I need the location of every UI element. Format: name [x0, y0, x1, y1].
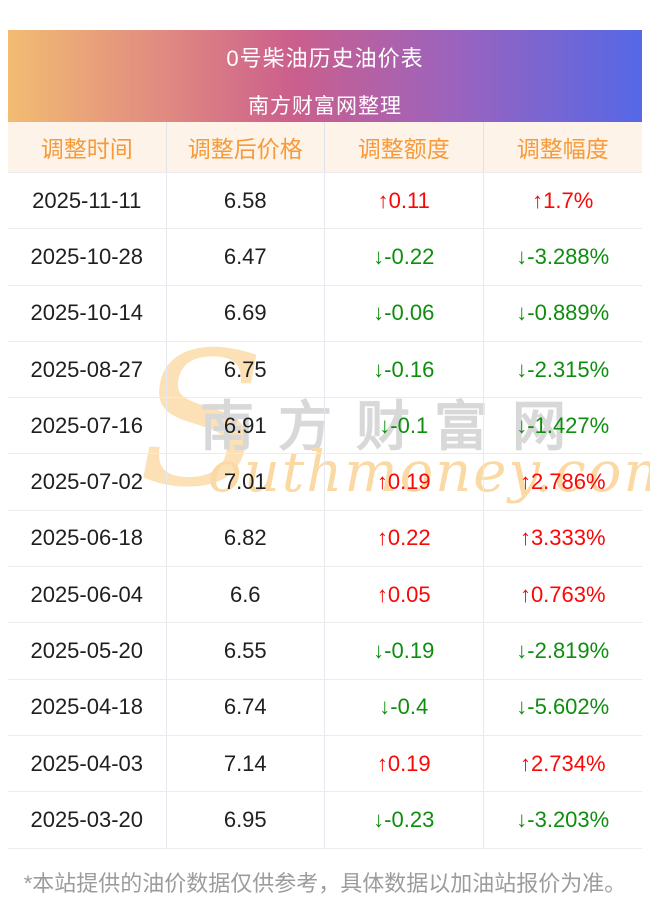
- adjust-amount-cell: ↑0.22: [325, 510, 484, 567]
- table-row: 2025-07-16 6.91 ↓-0.1 ↓-1.427%: [8, 397, 642, 454]
- adjust-date-cell: 2025-03-20: [8, 792, 167, 848]
- adjusted-price-cell: 7.14: [167, 735, 325, 792]
- adjust-percent-cell: ↑2.786%: [519, 469, 606, 495]
- footer-disclaimer: *本站提供的油价数据仅供参考，具体数据以加油站报价为准。: [23, 871, 627, 896]
- adjust-percent-cell: ↓-5.602%: [516, 694, 610, 720]
- adjusted-price-cell: 6.75: [167, 341, 325, 398]
- adjust-amount-cell: ↓-0.23: [325, 792, 484, 848]
- adjusted-price-cell: 6.55: [167, 623, 325, 679]
- adjust-date-cell: 2025-07-02: [8, 454, 167, 510]
- adjust-percent-cell: ↓-3.203%: [516, 806, 610, 832]
- table-row: 2025-05-20 6.55 ↓-0.19 ↓-2.819%: [8, 622, 642, 679]
- adjust-amount-cell: ↓-0.19: [325, 623, 484, 679]
- adjusted-price-cell: 6.91: [167, 398, 325, 454]
- adjust-date-cell: 2025-05-20: [8, 623, 167, 679]
- adjust-percent-cell: ↓-2.819%: [516, 638, 610, 664]
- column-header: 调整幅度: [516, 136, 609, 162]
- adjust-amount-cell: ↓-0.16: [325, 341, 484, 398]
- table-row: 2025-10-14 6.69 ↓-0.06 ↓-0.889%: [8, 284, 642, 341]
- adjust-amount-cell: ↑0.05: [325, 567, 484, 623]
- table-row: 2025-03-20 6.95 ↓-0.23 ↓-3.203%: [8, 791, 642, 848]
- adjusted-price-cell: 6.47: [167, 229, 325, 285]
- adjust-date-cell: 2025-06-18: [8, 510, 167, 567]
- column-header: 调整后价格: [167, 122, 325, 172]
- adjust-percent-cell: ↑2.734%: [519, 750, 606, 776]
- adjusted-price-cell: 6.69: [167, 285, 325, 341]
- page-title: 0号柴油历史油价表: [226, 46, 424, 71]
- adjust-date-cell: 2025-08-27: [8, 341, 167, 398]
- table-body: 2025-11-11 6.58 ↑0.11 ↑1.7% 2025-10-28 6.47 ↓-…: [8, 172, 642, 849]
- adjust-amount-cell: ↑0.11: [325, 173, 484, 229]
- table-row: 2025-04-18 6.74 ↓-0.4 ↓-5.602%: [8, 678, 642, 735]
- column-header: 调整时间: [8, 122, 167, 172]
- adjust-amount-cell: ↑0.19: [325, 454, 484, 510]
- oil-price-table: 调整时间 调整后价格 调整额度 调整幅度 2025-11-11 6.58 ↑0.11 ↑1.…: [8, 122, 642, 849]
- adjust-date-cell: 2025-10-28: [8, 229, 167, 285]
- adjust-date-cell: 2025-04-18: [8, 679, 167, 735]
- adjusted-price-cell: 6.95: [167, 792, 325, 848]
- adjust-amount-cell: ↓-0.1: [325, 398, 484, 454]
- table-row: 2025-06-04 6.6 ↑0.05 ↑0.763%: [8, 566, 642, 623]
- table-row: 2025-11-11 6.58 ↑0.11 ↑1.7%: [8, 172, 642, 229]
- adjust-date-cell: 2025-11-11: [8, 173, 167, 229]
- adjust-date-cell: 2025-07-16: [8, 398, 167, 454]
- table-row: 2025-10-28 6.47 ↓-0.22 ↓-3.288%: [8, 228, 642, 285]
- adjust-date-cell: 2025-04-03: [8, 735, 167, 792]
- adjust-percent-cell: ↓-1.427%: [516, 412, 610, 438]
- adjust-percent-cell: ↑1.7%: [532, 187, 594, 213]
- adjust-date-cell: 2025-06-04: [8, 567, 167, 623]
- table-row: 2025-06-18 6.82 ↑0.22 ↑3.333%: [8, 509, 642, 567]
- adjust-percent-cell: ↓-0.889%: [516, 300, 610, 326]
- adjusted-price-cell: 6.74: [167, 679, 325, 735]
- table-header-row: 调整时间 调整后价格 调整额度 调整幅度: [8, 122, 642, 172]
- adjusted-price-cell: 6.82: [167, 510, 325, 567]
- adjust-amount-cell: ↓-0.22: [325, 229, 484, 285]
- adjust-percent-cell: ↑3.333%: [519, 525, 606, 551]
- adjusted-price-cell: 6.58: [167, 173, 325, 229]
- adjusted-price-cell: 6.6: [167, 567, 325, 623]
- adjusted-price-cell: 7.01: [167, 454, 325, 510]
- adjust-percent-cell: ↓-3.288%: [516, 243, 610, 269]
- adjust-amount-cell: ↑0.19: [325, 735, 484, 792]
- page-subtitle: 南方财富网整理: [248, 95, 402, 118]
- table-row: 2025-08-27 6.75 ↓-0.16 ↓-2.315%: [8, 340, 642, 398]
- table-row: 2025-07-02 7.01 ↑0.19 ↑2.786%: [8, 453, 642, 510]
- table-row: 2025-04-03 7.14 ↑0.19 ↑2.734%: [8, 734, 642, 792]
- adjust-amount-cell: ↓-0.4: [325, 679, 484, 735]
- column-header: 调整额度: [325, 122, 484, 172]
- banner: 0号柴油历史油价表 南方财富网整理: [8, 30, 642, 122]
- adjust-date-cell: 2025-10-14: [8, 285, 167, 341]
- adjust-percent-cell: ↑0.763%: [519, 581, 606, 607]
- adjust-amount-cell: ↓-0.06: [325, 285, 484, 341]
- adjust-percent-cell: ↓-2.315%: [516, 356, 610, 382]
